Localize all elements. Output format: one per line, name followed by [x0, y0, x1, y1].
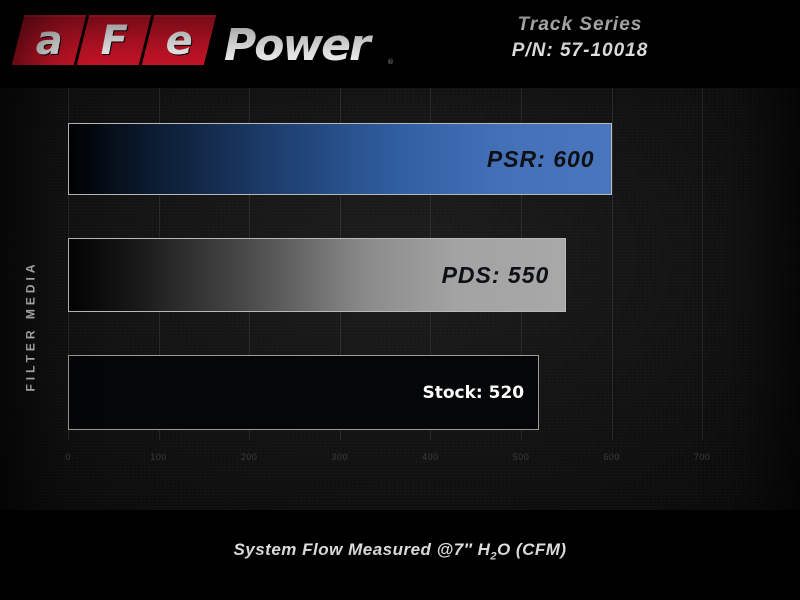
- x-tick-label-0: 0: [65, 452, 71, 462]
- x-axis-caption-pre: System Flow Measured @7″ H: [233, 540, 491, 559]
- gridline-600: [611, 88, 613, 440]
- registered-trademark-icon: ®: [387, 58, 394, 66]
- y-axis-title-text: FILTER MEDIA: [24, 260, 39, 392]
- bar-pds: PDS: 550: [68, 238, 567, 312]
- x-tick-label-100: 100: [150, 452, 167, 462]
- header-title: Track Series P/N: 57-10018: [430, 12, 730, 64]
- logo-wordmark: Power: [224, 20, 371, 71]
- logo-block-f: F: [76, 15, 152, 65]
- gridline-700: [702, 88, 704, 440]
- x-tick-label-700: 700: [693, 452, 711, 462]
- bar-psr: PSR: 600: [68, 123, 612, 195]
- footer-bar: System Flow Measured @7″ H2O (CFM): [0, 510, 800, 600]
- logo-letter-e: e: [165, 18, 192, 64]
- x-tick-label-400: 400: [422, 452, 439, 462]
- logo-block-e: e: [141, 15, 217, 65]
- y-axis-title: FILTER MEDIA: [20, 216, 42, 436]
- product-part-number: P/N: 57-10018: [511, 40, 649, 61]
- logo-letter-f: F: [100, 18, 127, 64]
- x-tick-label-300: 300: [331, 452, 349, 462]
- logo-letter-a: a: [35, 18, 62, 64]
- logo-block-a: a: [11, 15, 87, 65]
- logo-red-blocks: a F e: [11, 14, 217, 66]
- header-bar: a F e Power ® Track Series P/N: 57-10018: [0, 0, 800, 88]
- afe-power-logo: a F e Power ®: [11, 14, 394, 72]
- chart-area: 0 100 200 300 400 500 600 700 PSR: 600 PDS: 550…: [0, 88, 800, 510]
- product-series-title: Track Series: [517, 14, 643, 35]
- x-axis-caption-subscript: 2: [490, 550, 497, 563]
- x-tick-label-200: 200: [240, 452, 258, 462]
- x-tick-label-500: 500: [512, 452, 530, 462]
- plot-region: 0 100 200 300 400 500 600 700 PSR: 600 PDS: 550…: [0, 88, 800, 510]
- x-axis-caption-post: O (CFM): [496, 540, 567, 559]
- x-tick-label-600: 600: [603, 452, 620, 462]
- bar-stock: Stock: 520: [68, 355, 540, 430]
- bar-label-stock: Stock: 520: [422, 382, 525, 403]
- bar-label-psr: PSR: 600: [486, 145, 595, 172]
- bar-label-pds: PDS: 550: [441, 261, 550, 288]
- x-axis-caption: System Flow Measured @7″ H2O (CFM): [0, 540, 800, 562]
